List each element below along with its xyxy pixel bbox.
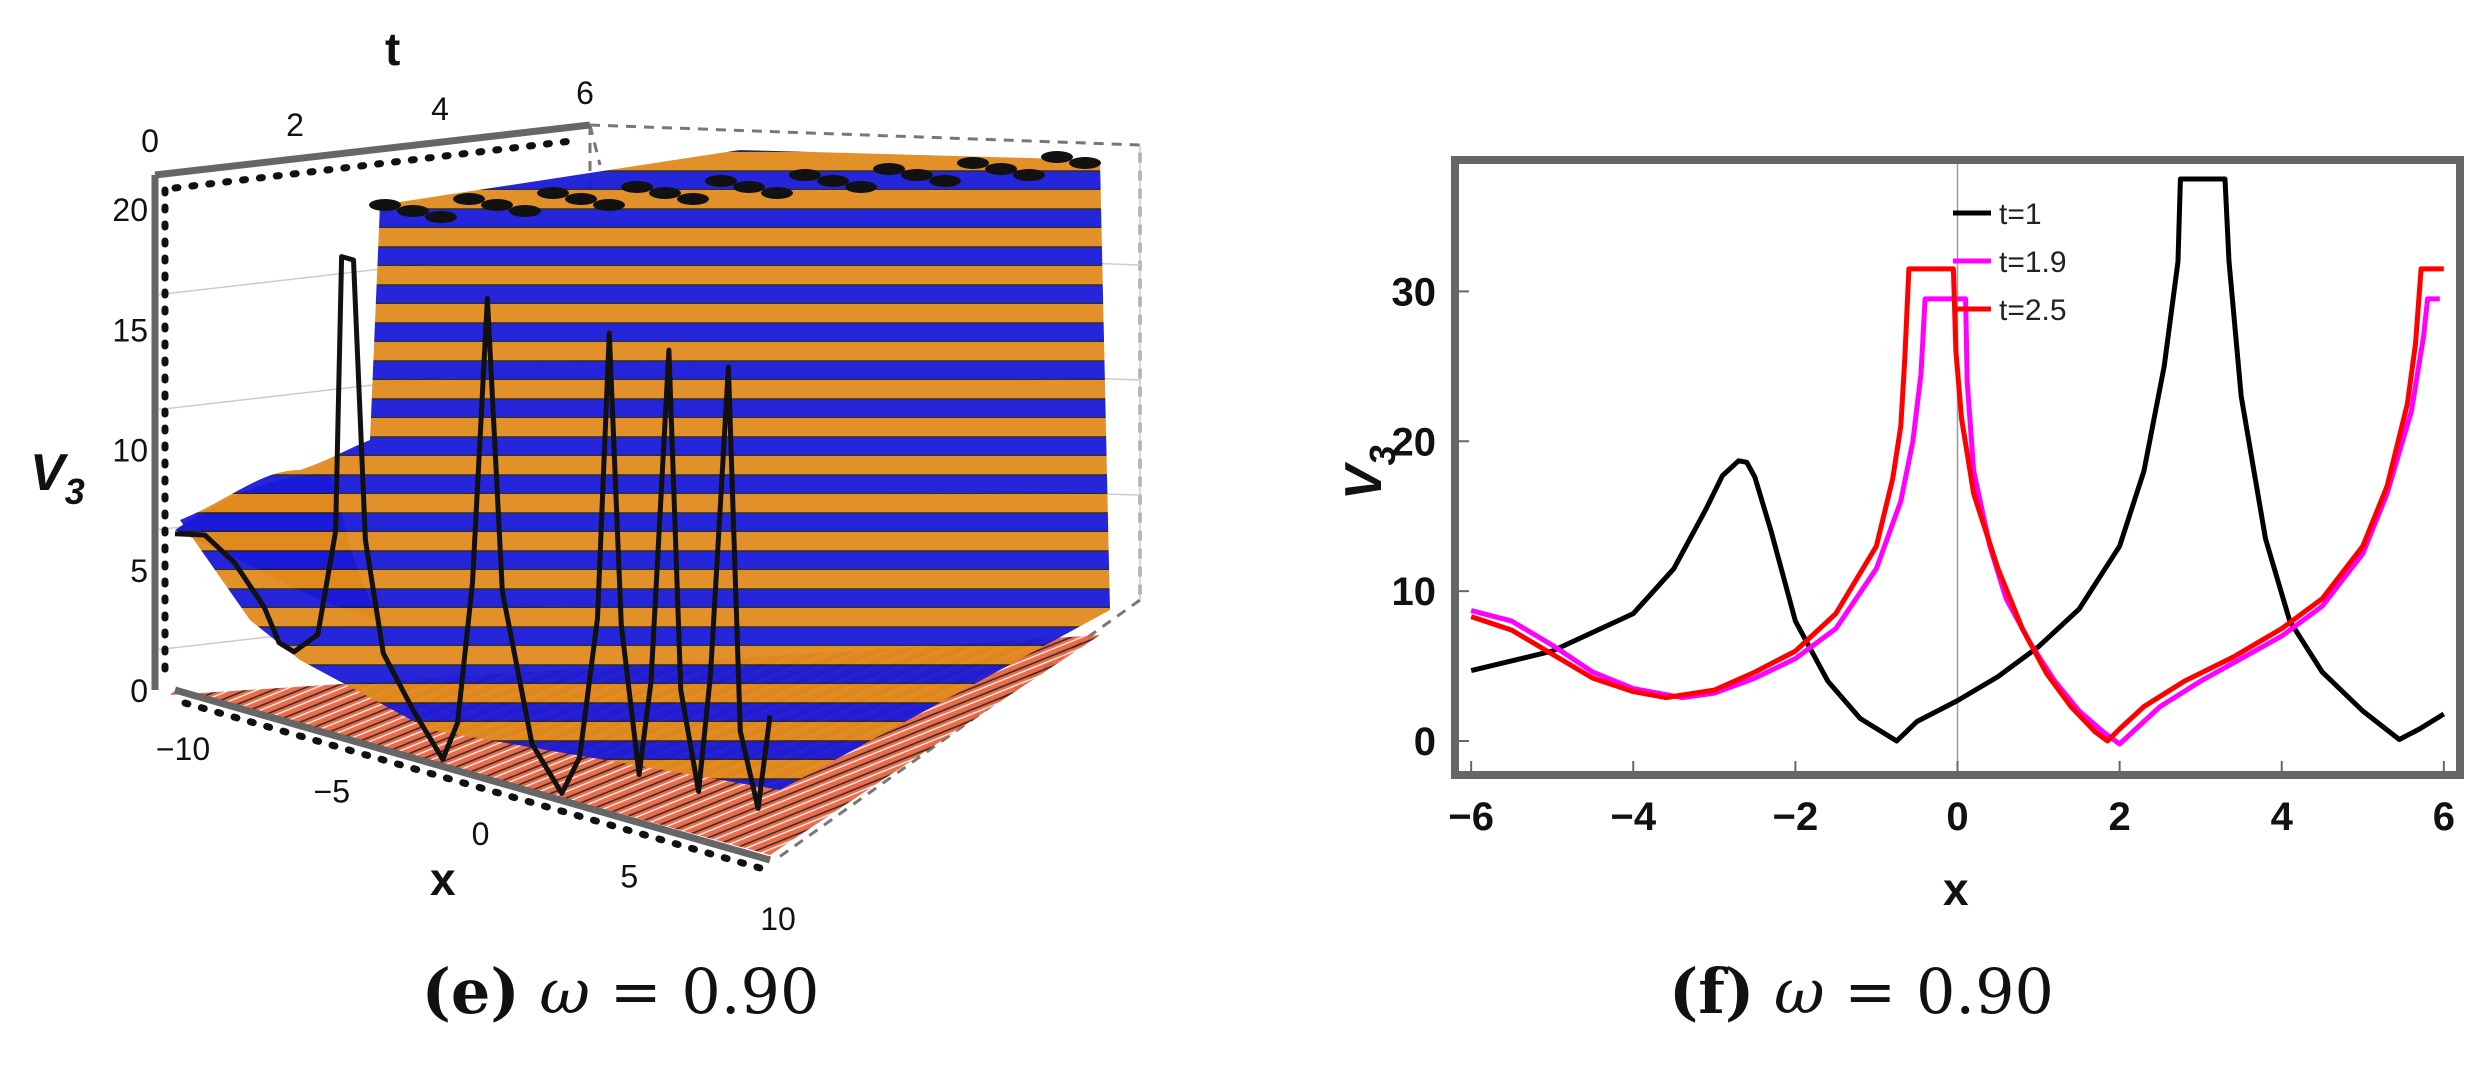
peak-cap [929,175,961,187]
peak-cap [817,175,849,187]
caption-e: (e) ω = 0.90 [0,955,1241,1028]
t-tick-label: 6 [576,75,594,111]
t-axis-label: t [385,23,400,75]
z-tick-label: 5 [130,553,148,589]
x-tick-label: −6 [1448,795,1494,839]
x-tick-label: 0 [1946,795,1968,839]
legend-label-3: t=2.5 [1999,294,2067,327]
x-axis-label: x [1943,863,1969,915]
legend-label-1: t=1 [1999,198,2042,231]
panel-e-surface-plot: 0 5 10 15 20 0 2 4 6 −10 −5 0 5 10 t x V3 (e) ω = 0… [0,23,1241,1028]
z-tick-label: 20 [112,192,148,228]
surface-peak-caps [369,151,1101,223]
surface-left-lobe [175,474,385,620]
caption-f: (f) ω = 0.90 [1241,955,2482,1028]
series-line-1 [1470,176,2446,744]
x-axis-label: x [430,853,456,905]
peak-cap [509,205,541,217]
x-tick-label: −2 [1773,795,1819,839]
z-tick-label: 10 [112,433,148,469]
peak-cap [901,169,933,181]
z-tick-labels: 0 5 10 15 20 [112,192,148,709]
peak-cap [565,193,597,205]
caption-e-letter: (e) [421,955,520,1028]
plot-frame [1451,156,2464,779]
x-tick-label: −5 [314,774,350,810]
series-line-3 [1470,266,2444,744]
legend: t=1 t=1.9 t=2.5 [1953,198,2067,327]
y-axis-label: V3 [1335,445,1403,500]
caption-f-symbol: ω [1774,955,1825,1028]
z-tick-label: 15 [112,312,148,348]
t-tick-label: 2 [286,107,304,143]
peak-cap [1041,151,1073,163]
t-tick-label: 0 [141,123,159,159]
y-tick-label: 0 [1414,720,1436,764]
panel-f-line-plot: −6 −4 −2 0 2 4 6 0 10 20 30 t=1 t=1.9 t=2.5 x V3 (f… [1241,0,2482,1081]
caption-e-value: = 0.90 [589,955,820,1028]
peak-cap [957,157,989,169]
t-tick-label: 4 [431,91,449,127]
peak-cap [1069,157,1101,169]
peak-cap [845,181,877,193]
x-tick-label: 10 [760,901,796,937]
caption-f-value: = 0.90 [1824,955,2055,1028]
peak-cap [593,199,625,211]
line-plot: −6 −4 −2 0 2 4 6 0 10 20 30 t=1 t=1.9 t=2.5 x V3 [1335,156,2464,915]
y-tick-label: 20 [1392,420,1437,464]
tick-dots [161,136,764,872]
peak-cap [677,193,709,205]
peak-cap [733,181,765,193]
peak-cap [705,175,737,187]
surface-body [180,150,1110,790]
t-tick-labels: 0 2 4 6 [141,75,594,159]
x-tick-label: 5 [620,859,638,895]
peak-cap [985,163,1017,175]
peak-cap [789,169,821,181]
peak-cap [453,193,485,205]
surface-plot-3d: 0 5 10 15 20 0 2 4 6 −10 −5 0 5 10 t x V3 [30,23,1142,937]
y-tick-label: 10 [1392,570,1437,614]
z-tick-label: 0 [130,673,148,709]
box-front-edges [151,121,771,864]
peak-cap [397,205,429,217]
peak-cap [1013,169,1045,181]
x-tick-label: −10 [156,731,210,767]
peak-cap [537,187,569,199]
x-tick-labels: −10 −5 0 5 10 [156,731,796,937]
peak-cap [873,163,905,175]
legend-label-2: t=1.9 [1999,246,2067,279]
x-tick-label: 0 [472,816,490,852]
peak-cap [425,211,457,223]
peak-cap [481,199,513,211]
x-tick-label: −4 [1610,795,1656,839]
peak-cap [761,187,793,199]
z-axis-label: V3 [30,444,85,512]
y-tick-labels: 0 10 20 30 [1392,270,1469,764]
x-tick-label: 2 [2108,795,2130,839]
x-tick-label: 6 [2433,795,2455,839]
peak-cap [649,187,681,199]
front-curve [174,254,773,811]
x-tick-label: 4 [2271,795,2294,839]
caption-e-symbol: ω [539,955,590,1028]
series-lines [1470,176,2446,747]
caption-f-letter: (f) [1668,955,1755,1028]
peak-cap [369,199,401,211]
y-tick-label: 30 [1392,270,1437,314]
peak-cap [621,181,653,193]
x-tick-labels: −6 −4 −2 0 2 4 6 [1448,761,2455,839]
